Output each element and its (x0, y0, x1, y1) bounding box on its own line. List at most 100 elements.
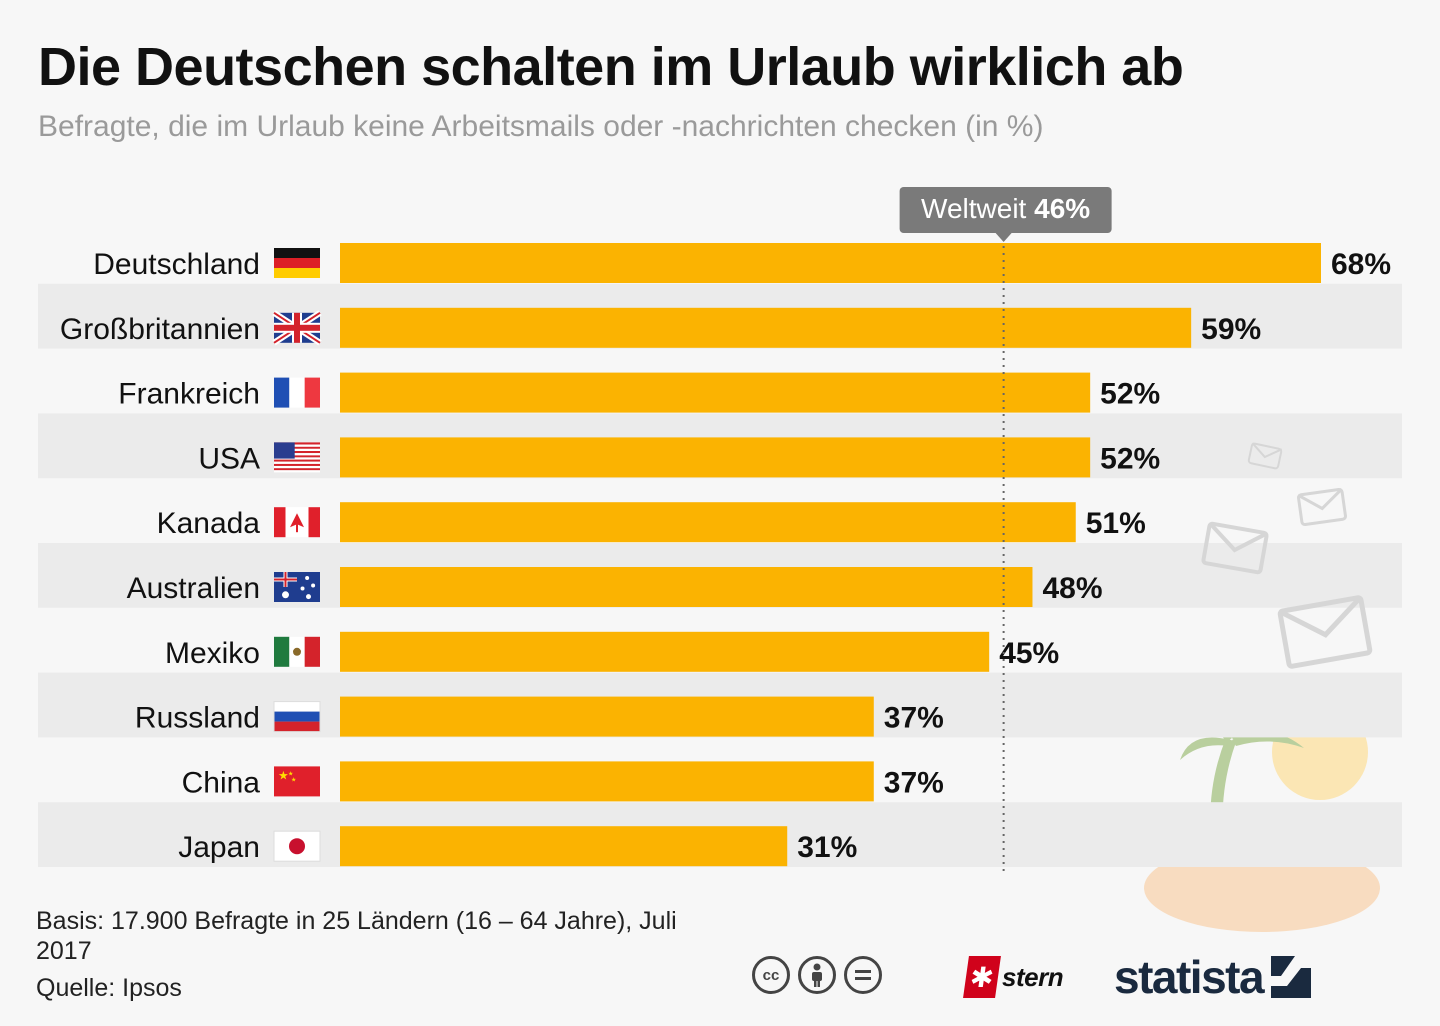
envelope-flap (1278, 595, 1363, 638)
flag-part (289, 838, 305, 855)
flag-part (274, 453, 320, 456)
bar (340, 372, 1091, 413)
value-label: 37% (884, 766, 944, 799)
envelope-flap (1208, 521, 1268, 553)
footer-source: Quelle: Ipsos (36, 974, 182, 1002)
flag-part (274, 446, 320, 449)
category-label: Russland (135, 702, 260, 735)
flag-part (274, 463, 320, 466)
flag-part (274, 636, 290, 667)
bar (340, 243, 1321, 283)
flag-part: ★ (278, 768, 289, 782)
chart-subtitle: Befragte, die im Urlaub keine Arbeitsmai… (38, 110, 1044, 143)
value-label: 59% (1201, 313, 1261, 346)
envelope-icon (1247, 442, 1283, 470)
value-label: 31% (797, 831, 857, 864)
chart-title: Die Deutschen schalten im Urlaub wirklic… (38, 37, 1184, 97)
stern-logo[interactable]: ✱ stern (963, 956, 1064, 998)
cc-icon[interactable]: cc (752, 956, 790, 994)
flag-russia-icon (273, 701, 321, 733)
flag-germany-icon (274, 248, 320, 278)
flag-part (274, 444, 320, 447)
flag-france-icon (274, 377, 320, 408)
reference-tag-pointer (995, 233, 1012, 242)
envelope-icon (1277, 595, 1373, 669)
flag-part (308, 507, 320, 538)
flag-part (274, 461, 320, 464)
bar (340, 631, 990, 672)
envelope-body (1277, 595, 1373, 669)
value-label: 37% (884, 702, 944, 735)
flag-usa-icon (274, 442, 320, 473)
value-label: 52% (1100, 442, 1160, 475)
envelope-icon (1201, 521, 1269, 575)
cc-nd-icon[interactable] (844, 956, 882, 994)
flag-canada-icon (274, 507, 320, 538)
flag-part (306, 594, 311, 600)
category-label: Australien (127, 572, 260, 605)
reference-label-text: Weltweit (921, 193, 1034, 224)
flag-part (274, 324, 320, 331)
envelope-body (1297, 487, 1347, 527)
flag-part (311, 583, 316, 588)
flag-part (274, 448, 320, 451)
value-label: 52% (1100, 378, 1160, 411)
footer-basis: Basis: 17.900 Befragte in 25 Ländern (16… (36, 907, 677, 965)
statista-mark-icon (1271, 956, 1312, 998)
category-label: Frankreich (118, 378, 260, 411)
flag-part (293, 647, 301, 656)
flag-part (300, 586, 305, 591)
reference-label-value: 46% (1034, 193, 1090, 224)
bar (340, 567, 1033, 607)
stern-wordmark: stern (1002, 961, 1064, 992)
palm-leaf (1180, 737, 1230, 760)
envelope-icon (1297, 487, 1347, 527)
reference-tag (899, 187, 1112, 233)
flag-part (289, 377, 305, 408)
flag-part (274, 248, 320, 258)
statista-wordmark: statista (1114, 951, 1265, 1003)
category-label: Japan (178, 831, 260, 864)
flag-uk-icon (272, 310, 322, 346)
envelope-body (1247, 442, 1283, 470)
cc-by-icon[interactable] (798, 956, 836, 994)
bar (340, 826, 788, 867)
flag-part (274, 766, 320, 797)
statista-logo[interactable]: statista (1114, 950, 1312, 1004)
flag-part (290, 513, 304, 528)
category-label: USA (198, 442, 260, 475)
flag-part (305, 576, 310, 580)
flag-part (304, 636, 320, 667)
reference-label: Weltweit 46% (921, 193, 1090, 224)
stern-star-icon: ✱ (963, 956, 1001, 998)
value-label: 48% (1042, 572, 1102, 605)
flag-part (273, 830, 321, 862)
bar (340, 307, 1192, 348)
flag-part (274, 258, 320, 268)
category-label: China (182, 766, 261, 799)
equals-icon (855, 970, 871, 980)
value-label: 68% (1331, 248, 1391, 281)
flag-part (274, 442, 320, 445)
bar (340, 502, 1076, 543)
flag-part (274, 455, 320, 458)
flag-japan-icon (273, 830, 321, 862)
flag-part (296, 524, 298, 533)
category-label: Großbritannien (60, 313, 260, 346)
flag-part (282, 591, 289, 599)
flag-part (274, 468, 320, 471)
person-icon (812, 963, 822, 987)
license-icons: cc (752, 956, 882, 994)
bar (340, 696, 874, 737)
flag-part (274, 465, 320, 469)
flag-china-icon: ★ ★★ (274, 766, 320, 797)
flag-mexico-icon (274, 636, 320, 667)
flag-part (274, 507, 286, 538)
value-label: 45% (999, 637, 1059, 670)
category-label: Mexiko (165, 637, 260, 670)
flag-part (284, 572, 287, 587)
flag-part (274, 459, 320, 462)
flag-part: ★ (288, 770, 293, 777)
flag-part (274, 377, 290, 408)
